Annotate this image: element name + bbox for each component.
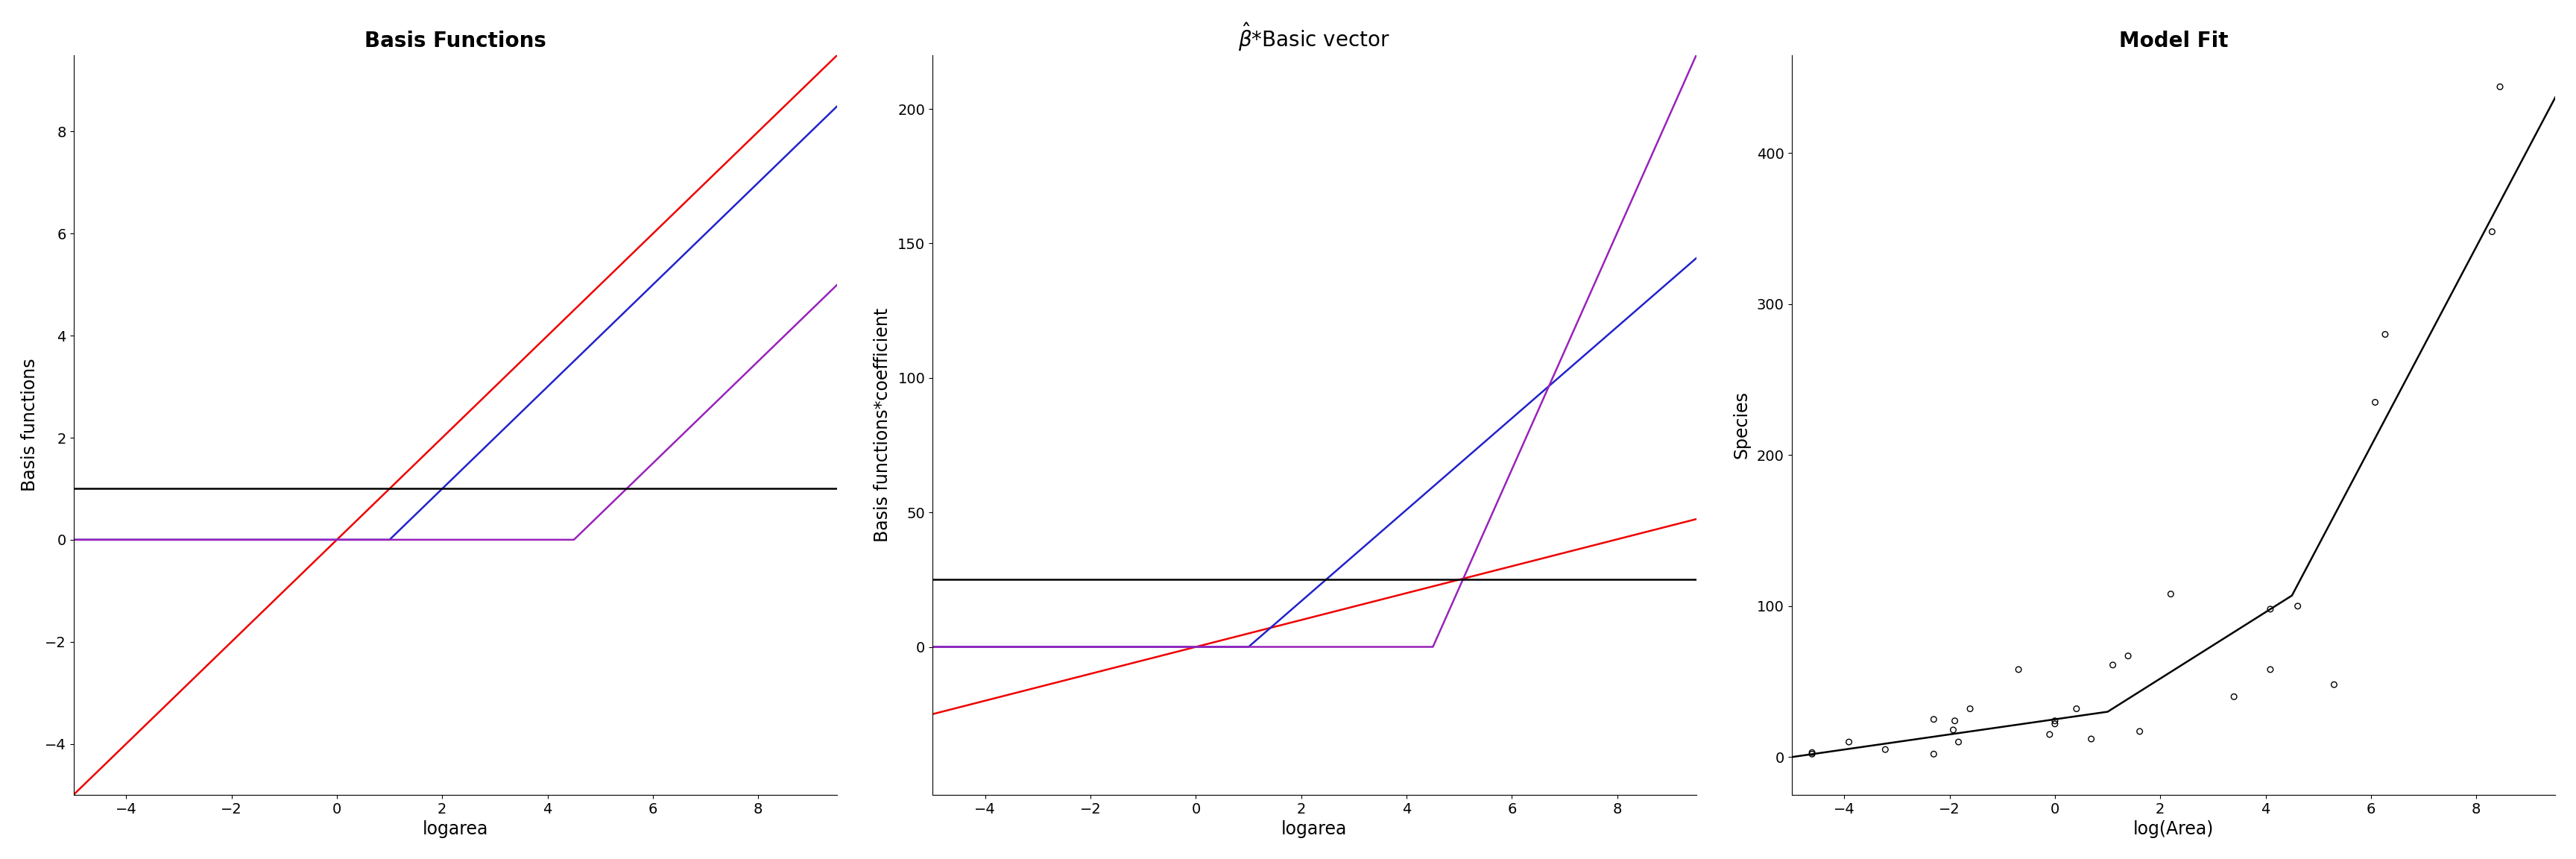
X-axis label: logarea: logarea <box>422 820 489 838</box>
Point <box>2365 327 2406 341</box>
Point <box>2151 588 2192 601</box>
Point <box>1935 714 1976 728</box>
Point <box>2213 690 2254 704</box>
Point <box>2313 678 2354 691</box>
Point <box>2354 395 2396 409</box>
Point <box>2249 662 2290 676</box>
Point <box>2478 80 2519 94</box>
Point <box>2249 602 2290 616</box>
Point <box>2056 702 2097 716</box>
Y-axis label: Basis functions: Basis functions <box>21 358 39 491</box>
Point <box>2277 600 2318 613</box>
Point <box>1914 747 1955 761</box>
Title: Model Fit: Model Fit <box>2120 30 2228 52</box>
Point <box>1790 747 1832 761</box>
Point <box>1790 746 1832 759</box>
Point <box>1950 702 1991 716</box>
Point <box>1829 735 1870 749</box>
Point <box>2107 649 2148 663</box>
Point <box>2470 225 2512 239</box>
Point <box>2071 732 2112 746</box>
Point <box>1932 723 1973 737</box>
Title: Basis Functions: Basis Functions <box>363 30 546 52</box>
Y-axis label: Basis functions*coefficient: Basis functions*coefficient <box>873 308 891 542</box>
X-axis label: log(Area): log(Area) <box>2133 820 2213 838</box>
Y-axis label: Species: Species <box>1734 391 1752 459</box>
Point <box>2035 717 2076 731</box>
Point <box>1937 735 1978 749</box>
Point <box>1865 743 1906 757</box>
Point <box>2030 728 2071 741</box>
Point <box>2092 658 2133 672</box>
Point <box>1999 662 2040 676</box>
Title: $\hat{\beta}$*Basic vector: $\hat{\beta}$*Basic vector <box>1239 21 1391 52</box>
Point <box>1914 712 1955 726</box>
Point <box>2120 724 2161 738</box>
Point <box>2035 714 2076 728</box>
X-axis label: logarea: logarea <box>1280 820 1347 838</box>
